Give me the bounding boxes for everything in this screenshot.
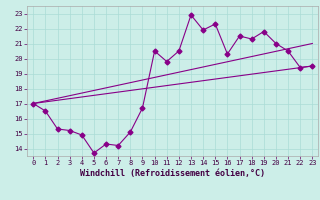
X-axis label: Windchill (Refroidissement éolien,°C): Windchill (Refroidissement éolien,°C) <box>80 169 265 178</box>
